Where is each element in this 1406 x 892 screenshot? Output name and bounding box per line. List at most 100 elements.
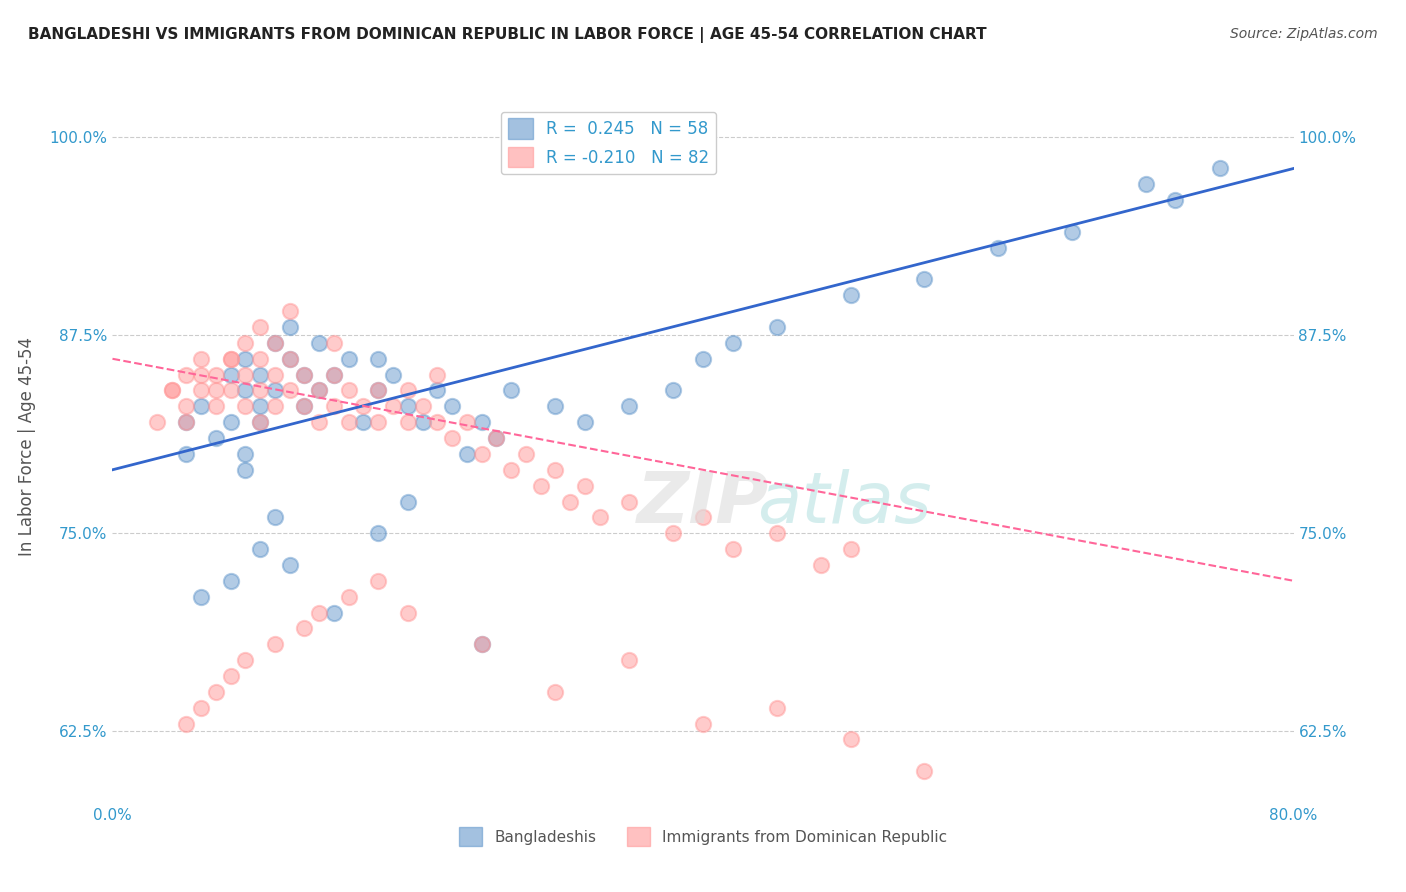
Point (367, 526, 389, 541)
Point (441, 400, 464, 414)
Point (233, 653, 256, 667)
Point (160, 384, 183, 398)
Point (292, 400, 315, 414)
Point (233, 447, 256, 461)
Point (205, 400, 228, 414)
Point (264, 384, 287, 398)
Point (367, 384, 389, 398)
Point (1208, 161, 1232, 176)
Point (308, 335, 330, 350)
Point (470, 415, 494, 429)
Point (1135, 178, 1157, 192)
Point (205, 431, 228, 445)
Point (396, 415, 419, 429)
Point (485, 431, 508, 445)
Point (337, 351, 360, 366)
Point (233, 351, 256, 366)
Point (1164, 193, 1187, 207)
Point (560, 494, 582, 508)
Point (292, 368, 315, 382)
Point (190, 368, 212, 382)
Point (292, 400, 315, 414)
Point (367, 384, 389, 398)
Point (249, 542, 271, 557)
Point (721, 335, 744, 350)
Point (382, 368, 405, 382)
Point (160, 384, 183, 398)
Point (323, 368, 346, 382)
Point (810, 558, 832, 572)
Point (529, 478, 551, 492)
Text: Source: ZipAtlas.com: Source: ZipAtlas.com (1230, 27, 1378, 41)
Point (323, 368, 346, 382)
Text: atlas: atlas (758, 468, 932, 538)
Point (264, 368, 287, 382)
Point (249, 351, 271, 366)
Point (292, 621, 315, 635)
Point (249, 415, 271, 429)
Point (323, 606, 346, 620)
Point (544, 463, 567, 477)
Point (278, 351, 301, 366)
Point (839, 542, 862, 557)
Point (308, 384, 330, 398)
Point (412, 415, 434, 429)
Point (278, 558, 301, 572)
Text: BANGLADESHI VS IMMIGRANTS FROM DOMINICAN REPUBLIC IN LABOR FORCE | AGE 45-54 COR: BANGLADESHI VS IMMIGRANTS FROM DOMINICAN… (28, 27, 987, 43)
Point (914, 764, 936, 778)
Point (396, 494, 419, 508)
Point (426, 415, 449, 429)
Point (352, 400, 374, 414)
Point (323, 400, 346, 414)
Point (396, 384, 419, 398)
Point (619, 653, 641, 667)
Point (249, 400, 271, 414)
Point (264, 510, 287, 524)
Point (574, 415, 596, 429)
Point (544, 685, 567, 699)
Point (337, 384, 360, 398)
Point (426, 384, 449, 398)
Point (308, 415, 330, 429)
Point (205, 384, 228, 398)
Point (692, 716, 714, 731)
Point (619, 494, 641, 508)
Point (190, 590, 212, 604)
Point (396, 400, 419, 414)
Point (501, 384, 523, 398)
Point (174, 415, 197, 429)
Point (470, 637, 494, 651)
Point (219, 351, 242, 366)
Point (619, 400, 641, 414)
Point (205, 685, 228, 699)
Point (219, 669, 242, 683)
Point (367, 415, 389, 429)
Point (426, 368, 449, 382)
Point (233, 368, 256, 382)
Point (249, 384, 271, 398)
Point (839, 732, 862, 747)
Point (515, 447, 537, 461)
Point (278, 351, 301, 366)
Point (367, 351, 389, 366)
Point (264, 335, 287, 350)
Point (190, 351, 212, 366)
Point (278, 320, 301, 334)
Point (219, 351, 242, 366)
Point (174, 368, 197, 382)
Point (470, 637, 494, 651)
Point (662, 526, 685, 541)
Point (692, 351, 714, 366)
Point (574, 478, 596, 492)
Point (470, 447, 494, 461)
Point (205, 368, 228, 382)
Point (766, 320, 789, 334)
Point (501, 463, 523, 477)
Point (174, 400, 197, 414)
Point (233, 384, 256, 398)
Point (721, 542, 744, 557)
Point (278, 384, 301, 398)
Point (1062, 225, 1084, 239)
Point (382, 400, 405, 414)
Point (264, 335, 287, 350)
